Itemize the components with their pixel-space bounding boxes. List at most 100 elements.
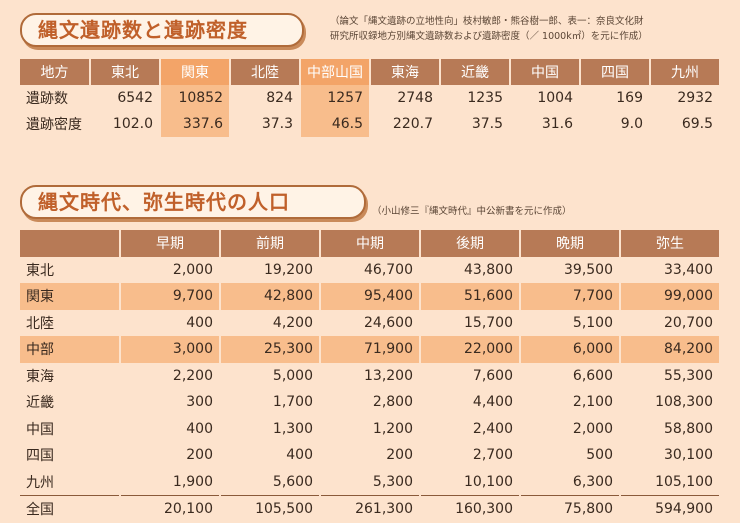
region-column-header: 中国: [510, 59, 581, 85]
population-table: 早期 前期 中期 後期 晩期 弥生 東北 2,000 19,200 46,700 43,800 39…: [20, 230, 721, 523]
population-row: 中部 3,000 25,300 71,900 22,000 6,000 84,200: [20, 336, 721, 363]
total-label: 全国: [20, 495, 121, 523]
period-column-header: 晩期: [520, 230, 621, 257]
table-cell: 9.0: [580, 111, 651, 137]
region-column-header: 九州: [650, 59, 721, 85]
table-cell: 2,800: [320, 389, 421, 416]
period-column-header: 弥生: [620, 230, 721, 257]
section1-note-line2: 研究所収録地方別縄文遺跡数および遺跡密度（／ 1000k㎡）を元に作成）: [330, 31, 648, 42]
table-cell: 5,300: [320, 468, 421, 496]
total-cell: 75,800: [520, 495, 621, 523]
table-cell: 84,200: [620, 336, 721, 363]
table-cell: 4,200: [220, 309, 321, 336]
table-cell: 22,000: [420, 336, 521, 363]
population-row: 北陸 400 4,200 24,600 15,700 5,100 20,700: [20, 309, 721, 336]
period-column-header: 中期: [320, 230, 421, 257]
table-cell: 5,100: [520, 309, 621, 336]
table-cell: 220.7: [370, 111, 441, 137]
section1-source-note: （論文「縄文遺跡の立地性向」枝村敏郎・熊谷樹一郎、表一：奈良文化財 研究所収録地…: [330, 14, 648, 44]
table-cell: 20,700: [620, 309, 721, 336]
period-column-header: 早期: [120, 230, 221, 257]
population-row: 中国 400 1,300 1,200 2,400 2,000 58,800: [20, 415, 721, 442]
region-column-header: 中部山国: [300, 59, 371, 85]
table-cell: 6,600: [520, 362, 621, 389]
table-cell: 2,400: [420, 415, 521, 442]
table-cell: 400: [120, 309, 221, 336]
table-cell: 5,600: [220, 468, 321, 496]
population-total-row: 全国 20,100 105,500 261,300 160,300 75,800 594,9…: [20, 495, 721, 523]
table-cell: 400: [220, 442, 321, 469]
total-cell: 160,300: [420, 495, 521, 523]
table-cell: 824: [230, 85, 301, 111]
table-cell: 500: [520, 442, 621, 469]
table-cell: 69.5: [650, 111, 721, 137]
region-column-header: 関東: [160, 59, 231, 85]
table-cell: 1,200: [320, 415, 421, 442]
table-cell: 95,400: [320, 283, 421, 310]
period-column-header: 後期: [420, 230, 521, 257]
row-label: 中国: [20, 415, 121, 442]
population-header-row: 早期 前期 中期 後期 晩期 弥生: [20, 230, 721, 257]
table-cell: 30,100: [620, 442, 721, 469]
table-cell: 108,300: [620, 389, 721, 416]
population-row: 四国 200 400 200 2,700 500 30,100: [20, 442, 721, 469]
site-density-row: 遺跡数 6542 10852 824 1257 2748 1235 1004 169 2932: [20, 85, 721, 111]
table-cell: 400: [120, 415, 221, 442]
row-label: 中部: [20, 336, 121, 363]
table-cell: 55,300: [620, 362, 721, 389]
table-cell: 5,000: [220, 362, 321, 389]
site-density-row: 遺跡密度 102.0 337.6 37.3 46.5 220.7 37.5 31.6 9.0 69…: [20, 111, 721, 137]
row-label: 九州: [20, 468, 121, 496]
table-cell: 9,700: [120, 283, 221, 310]
table-cell: 4,400: [420, 389, 521, 416]
table-cell: 10852: [160, 85, 231, 111]
section1-title: 縄文遺跡数と遺跡密度: [20, 13, 304, 47]
region-column-header: 四国: [580, 59, 651, 85]
table-cell: 7,600: [420, 362, 521, 389]
table-cell: 1004: [510, 85, 581, 111]
table-cell: 99,000: [620, 283, 721, 310]
total-cell: 261,300: [320, 495, 421, 523]
table-cell: 300: [120, 389, 221, 416]
table-cell: 2,000: [120, 256, 221, 283]
table-cell: 31.6: [510, 111, 581, 137]
row-label: 関東: [20, 283, 121, 310]
region-column-header: 北陸: [230, 59, 301, 85]
region-column-header: 東北: [90, 59, 161, 85]
table-cell: 169: [580, 85, 651, 111]
total-cell: 105,500: [220, 495, 321, 523]
table-cell: 337.6: [160, 111, 231, 137]
population-row: 東北 2,000 19,200 46,700 43,800 39,500 33,400: [20, 256, 721, 283]
row-label: 遺跡密度: [20, 111, 91, 137]
table-cell: 105,100: [620, 468, 721, 496]
section1-note-line1: （論文「縄文遺跡の立地性向」枝村敏郎・熊谷樹一郎、表一：奈良文化財: [330, 16, 644, 27]
population-row: 関東 9,700 42,800 95,400 51,600 7,700 99,000: [20, 283, 721, 310]
population-row: 九州 1,900 5,600 5,300 10,100 6,300 105,100: [20, 468, 721, 496]
table-cell: 46,700: [320, 256, 421, 283]
table-cell: 3,000: [120, 336, 221, 363]
total-cell: 20,100: [120, 495, 221, 523]
table-cell: 6542: [90, 85, 161, 111]
section2-title: 縄文時代、弥生時代の人口: [20, 185, 366, 219]
table-cell: 33,400: [620, 256, 721, 283]
population-row: 近畿 300 1,700 2,800 4,400 2,100 108,300: [20, 389, 721, 416]
table-cell: 1235: [440, 85, 511, 111]
row-label: 東海: [20, 362, 121, 389]
table-cell: 2932: [650, 85, 721, 111]
row-label: 四国: [20, 442, 121, 469]
table-cell: 102.0: [90, 111, 161, 137]
row-label: 東北: [20, 256, 121, 283]
table-cell: 43,800: [420, 256, 521, 283]
table-cell: 1,700: [220, 389, 321, 416]
table-cell: 6,000: [520, 336, 621, 363]
region-header-cell: 地方: [20, 59, 91, 85]
table-cell: 13,200: [320, 362, 421, 389]
table-cell: 6,300: [520, 468, 621, 496]
site-density-table: 地方 東北 関東 北陸 中部山国 東海 近畿 中国 四国 九州 遺跡数 6542 10852 824 12…: [20, 59, 721, 137]
table-cell: 10,100: [420, 468, 521, 496]
site-density-header-row: 地方 東北 関東 北陸 中部山国 東海 近畿 中国 四国 九州: [20, 59, 721, 85]
region-column-header: 東海: [370, 59, 441, 85]
table-cell: 2,200: [120, 362, 221, 389]
table-cell: 42,800: [220, 283, 321, 310]
table-cell: 37.3: [230, 111, 301, 137]
